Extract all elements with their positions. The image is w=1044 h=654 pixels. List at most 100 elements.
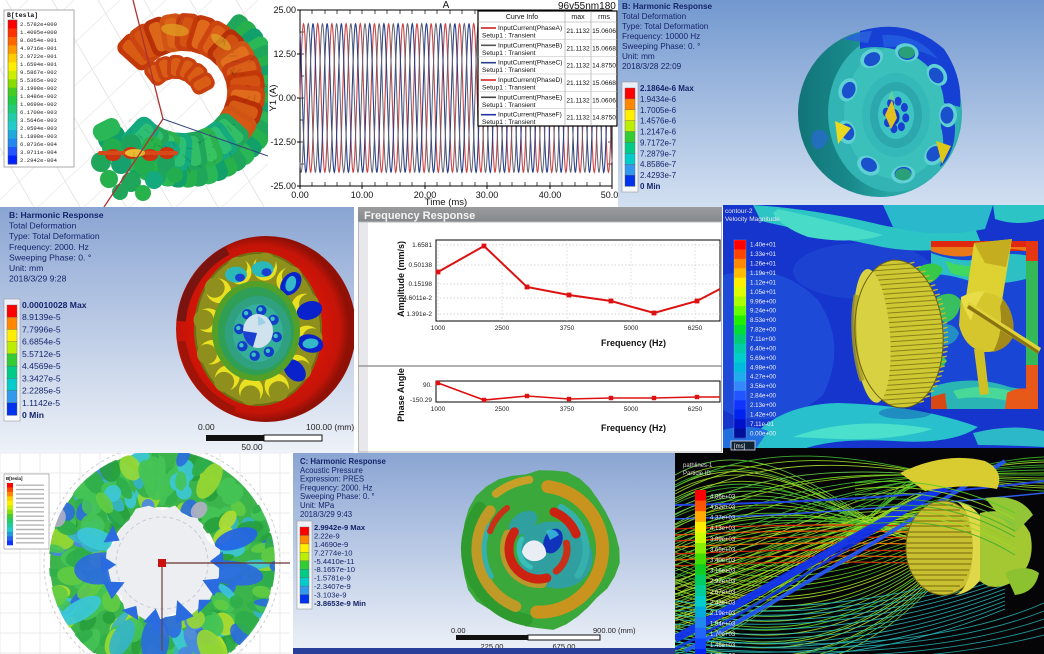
svg-text:50.00: 50.00 bbox=[241, 442, 263, 452]
svg-text:max: max bbox=[571, 14, 585, 21]
svg-text:A: A bbox=[443, 0, 450, 11]
svg-text:1.12e+01: 1.12e+01 bbox=[750, 279, 777, 286]
svg-text:25.00: 25.00 bbox=[273, 5, 296, 15]
svg-text:225.00: 225.00 bbox=[481, 642, 504, 651]
svg-text:B: Harmonic Response: B: Harmonic Response bbox=[9, 210, 104, 220]
svg-text:2.84e+00: 2.84e+00 bbox=[750, 393, 777, 400]
svg-text:Total Deformation: Total Deformation bbox=[622, 12, 687, 21]
svg-text:6250: 6250 bbox=[688, 406, 703, 413]
svg-text:Unit: mm: Unit: mm bbox=[9, 263, 43, 273]
svg-text:8.53e+00: 8.53e+00 bbox=[750, 317, 777, 324]
svg-text:6.8736e-004: 6.8736e-004 bbox=[20, 141, 58, 148]
svg-text:Unit: MPa: Unit: MPa bbox=[300, 501, 335, 510]
svg-text:4.37e+03: 4.37e+03 bbox=[710, 516, 736, 522]
svg-text:4.8586e-7: 4.8586e-7 bbox=[640, 160, 677, 169]
svg-text:4.6011e-2: 4.6011e-2 bbox=[403, 295, 432, 302]
svg-text:40.00: 40.00 bbox=[539, 190, 562, 200]
svg-text:15.0606: 15.0606 bbox=[592, 97, 616, 104]
svg-text:Type: Total Deformation: Type: Total Deformation bbox=[622, 22, 709, 31]
svg-text:Expression: PRES: Expression: PRES bbox=[300, 475, 364, 484]
svg-text:1.8486e-002: 1.8486e-002 bbox=[20, 93, 57, 100]
svg-text:5000: 5000 bbox=[624, 406, 639, 413]
svg-text:2.92e+03: 2.92e+03 bbox=[710, 579, 736, 585]
svg-text:0.00: 0.00 bbox=[291, 190, 309, 200]
svg-text:0.00: 0.00 bbox=[198, 422, 215, 432]
svg-text:3750: 3750 bbox=[560, 406, 575, 413]
svg-text:900.00 (mm): 900.00 (mm) bbox=[593, 626, 636, 635]
svg-text:2.2285e-5: 2.2285e-5 bbox=[22, 386, 61, 396]
svg-text:B[tesla]: B[tesla] bbox=[6, 476, 23, 481]
svg-text:1.33e+01: 1.33e+01 bbox=[750, 251, 777, 258]
svg-text:1.4095e+000: 1.4095e+000 bbox=[20, 29, 58, 36]
svg-text:0.00: 0.00 bbox=[278, 93, 296, 103]
svg-text:2.0594e-003: 2.0594e-003 bbox=[20, 125, 57, 132]
svg-text:Curve Info: Curve Info bbox=[506, 14, 538, 21]
svg-text:3.1998e-002: 3.1998e-002 bbox=[20, 85, 57, 92]
svg-text:Setup1 : Transient: Setup1 : Transient bbox=[482, 50, 536, 57]
svg-text:9.96e+00: 9.96e+00 bbox=[750, 298, 777, 305]
svg-text:0.00010028 Max: 0.00010028 Max bbox=[22, 300, 87, 310]
svg-text:3750: 3750 bbox=[560, 325, 575, 332]
svg-text:Frequency: 2000. Hz: Frequency: 2000. Hz bbox=[300, 483, 372, 492]
svg-text:InputCurrent(PhaseA): InputCurrent(PhaseA) bbox=[498, 25, 562, 32]
svg-text:Y1 (A): Y1 (A) bbox=[268, 85, 279, 112]
svg-text:1.7005e-6: 1.7005e-6 bbox=[640, 106, 677, 115]
svg-text:4.9716e-001: 4.9716e-001 bbox=[20, 45, 58, 52]
svg-text:InputCurrent(PhaseB): InputCurrent(PhaseB) bbox=[498, 42, 562, 49]
svg-text:50.00: 50.00 bbox=[601, 190, 618, 200]
svg-text:[ms]: [ms] bbox=[734, 444, 746, 450]
svg-text:8.6054e-001: 8.6054e-001 bbox=[20, 37, 58, 44]
svg-text:21.1132: 21.1132 bbox=[566, 115, 590, 122]
svg-text:Phase Angle: Phase Angle bbox=[396, 368, 406, 422]
svg-text:4.62e+03: 4.62e+03 bbox=[710, 505, 736, 511]
svg-text:0.00: 0.00 bbox=[451, 626, 466, 635]
svg-text:Time (ms): Time (ms) bbox=[425, 197, 467, 207]
svg-text:-150.29: -150.29 bbox=[410, 397, 432, 404]
svg-text:1.2147e-6: 1.2147e-6 bbox=[640, 128, 677, 137]
svg-text:Sweeping Phase: 0. °: Sweeping Phase: 0. ° bbox=[300, 492, 375, 501]
svg-text:6.40e+00: 6.40e+00 bbox=[750, 345, 777, 352]
svg-text:4.86e+03: 4.86e+03 bbox=[710, 494, 736, 500]
svg-text:1000: 1000 bbox=[431, 406, 446, 413]
svg-text:Sweeping Phase: 0. °: Sweeping Phase: 0. ° bbox=[9, 252, 91, 262]
svg-text:Velocity Magnitude: Velocity Magnitude bbox=[725, 216, 780, 223]
svg-text:2.13e+00: 2.13e+00 bbox=[750, 402, 777, 409]
svg-text:1.391e-2: 1.391e-2 bbox=[406, 311, 432, 318]
svg-text:2.9722e-001: 2.9722e-001 bbox=[20, 53, 58, 60]
svg-text:0.50138: 0.50138 bbox=[409, 262, 433, 269]
svg-text:1.05e+01: 1.05e+01 bbox=[750, 289, 777, 296]
svg-text:contour-2: contour-2 bbox=[725, 208, 753, 215]
svg-text:2.67e+03: 2.67e+03 bbox=[710, 590, 736, 596]
svg-text:1.9434e-6: 1.9434e-6 bbox=[640, 95, 677, 104]
svg-text:C: Harmonic Response: C: Harmonic Response bbox=[300, 457, 386, 466]
svg-text:1.1142e-5: 1.1142e-5 bbox=[22, 398, 60, 408]
svg-text:0.00e+00: 0.00e+00 bbox=[750, 430, 777, 437]
svg-text:Total Deformation: Total Deformation bbox=[9, 221, 77, 231]
svg-text:21.1132: 21.1132 bbox=[566, 97, 590, 104]
svg-text:Amplitude (mm/s): Amplitude (mm/s) bbox=[396, 241, 406, 317]
svg-text:1000: 1000 bbox=[431, 325, 446, 332]
svg-text:-5.4410e-11: -5.4410e-11 bbox=[314, 557, 354, 566]
svg-text:1.4576e-6: 1.4576e-6 bbox=[640, 117, 677, 126]
svg-text:6.1700e-003: 6.1700e-003 bbox=[20, 109, 57, 116]
svg-text:3.9711e-004: 3.9711e-004 bbox=[20, 149, 58, 156]
svg-text:7.7996e-5: 7.7996e-5 bbox=[22, 324, 61, 334]
svg-text:InputCurrent(PhaseC): InputCurrent(PhaseC) bbox=[498, 60, 563, 67]
svg-text:Setup1 : Transient: Setup1 : Transient bbox=[482, 33, 536, 40]
svg-text:21.1132: 21.1132 bbox=[566, 80, 590, 87]
svg-text:-3.8653e-9 Min: -3.8653e-9 Min bbox=[314, 599, 366, 608]
svg-text:7.2774e-10: 7.2774e-10 bbox=[314, 548, 352, 557]
svg-text:pathlines-1: pathlines-1 bbox=[683, 463, 713, 469]
svg-text:6.6854e-5: 6.6854e-5 bbox=[22, 337, 61, 347]
svg-text:21.1132: 21.1132 bbox=[566, 45, 590, 52]
svg-text:2.2942e-004: 2.2942e-004 bbox=[20, 157, 58, 164]
svg-text:4.27e+00: 4.27e+00 bbox=[750, 374, 777, 381]
svg-text:InputCurrent(PhaseF): InputCurrent(PhaseF) bbox=[498, 112, 562, 119]
svg-text:20.00: 20.00 bbox=[414, 190, 437, 200]
svg-text:3.40e+03: 3.40e+03 bbox=[710, 558, 736, 564]
svg-text:1.40e+01: 1.40e+01 bbox=[750, 242, 777, 249]
svg-text:1.94e+03: 1.94e+03 bbox=[710, 622, 736, 628]
svg-text:Unit: mm: Unit: mm bbox=[622, 52, 655, 61]
svg-text:2.9942e-9 Max: 2.9942e-9 Max bbox=[314, 523, 366, 532]
svg-text:-3.103e-9: -3.103e-9 bbox=[314, 591, 347, 600]
